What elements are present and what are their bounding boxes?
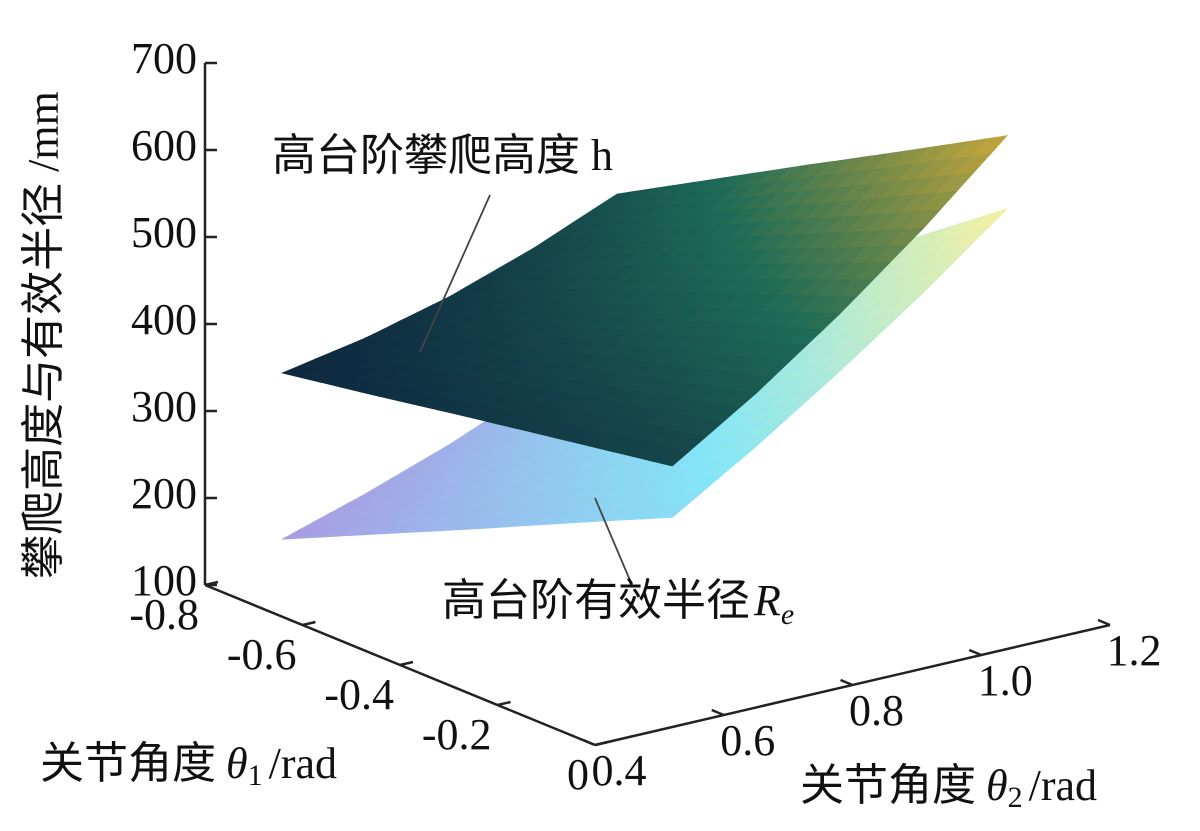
- x-axis-label-unit: /rad: [269, 739, 337, 788]
- y-axis-label-symbol: θ: [986, 761, 1008, 810]
- y-axis-label-text: 关节角度: [800, 761, 976, 810]
- surfaces: [281, 135, 1009, 540]
- y-axis-label-subscript: 2: [1008, 781, 1023, 814]
- x-tick-label: -0.4: [324, 670, 394, 719]
- annotation-leader: [419, 194, 491, 353]
- y-tick-label: 1.0: [978, 656, 1033, 705]
- z-tick-label: 300: [131, 382, 197, 431]
- annotation-name: 高台阶有效半径: [442, 576, 750, 625]
- z-tick-label: 700: [131, 34, 197, 83]
- z-tick-label: 500: [131, 208, 197, 257]
- x-tick: [204, 580, 219, 587]
- z-tick-label: 400: [131, 295, 197, 344]
- x-tick: [594, 740, 609, 747]
- x-tick-label: 0: [567, 750, 589, 799]
- surface-cell: [651, 502, 691, 519]
- y-axis-label: 关节角度 θ2/rad: [800, 761, 1097, 814]
- x-axis-label-text: 关节角度: [40, 739, 216, 788]
- y-tick-label: 0.6: [720, 716, 775, 765]
- annotation: 高台阶有效半径Re: [442, 576, 794, 631]
- x-tick: [302, 620, 316, 627]
- annotation: 高台阶攀爬高度 h: [272, 131, 613, 180]
- y-tick: [1097, 618, 1111, 627]
- x-tick-label: -0.8: [129, 590, 199, 639]
- y-tick-label: 0.8: [849, 686, 904, 735]
- x-tick-label: -0.6: [227, 630, 297, 679]
- z-axis-label: 攀爬高度与有效半径 /mm: [19, 91, 68, 579]
- y-tick-label: 1.2: [1107, 626, 1162, 675]
- y-tick: [968, 648, 982, 657]
- x-tick: [497, 700, 511, 707]
- annotation-symbol: R: [753, 576, 781, 625]
- y-axis-label-unit: /rad: [1029, 761, 1097, 810]
- x-tick-label: -0.2: [422, 710, 492, 759]
- annotation-leader: [594, 497, 633, 586]
- z-tick-label: 100: [131, 556, 197, 605]
- x-tick: [399, 660, 414, 667]
- annotation-subscript: e: [781, 598, 794, 631]
- surface-cell: [651, 446, 690, 467]
- z-tick-label: 200: [131, 469, 197, 518]
- y-tick: [840, 678, 853, 687]
- x-axis-label-symbol: θ: [226, 739, 248, 788]
- x-axis-label-subscript: 1: [248, 759, 263, 792]
- x-axis-label: 关节角度 θ1/rad: [40, 739, 337, 792]
- y-tick: [582, 738, 596, 747]
- z-tick-label: 600: [131, 121, 197, 170]
- y-tick: [711, 708, 725, 717]
- y-tick-label: 0.4: [592, 746, 647, 795]
